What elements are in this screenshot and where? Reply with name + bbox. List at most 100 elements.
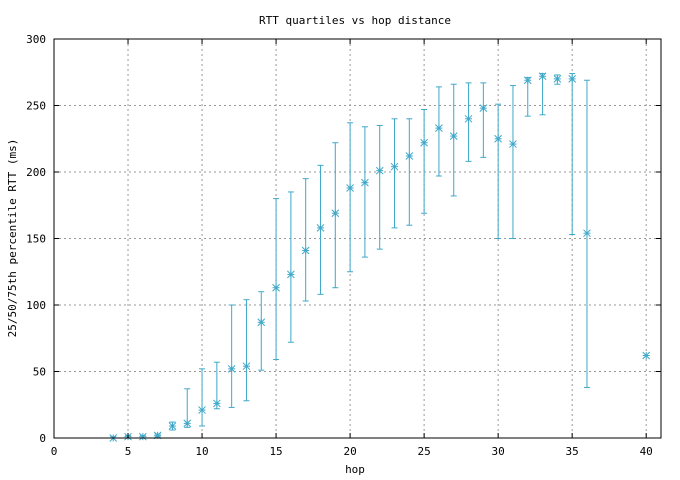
data-point (316, 164, 325, 295)
grid (54, 39, 661, 438)
median-marker (538, 72, 547, 81)
data-point (213, 361, 221, 410)
median-marker (257, 318, 266, 327)
median-marker (227, 364, 236, 373)
median-marker (361, 178, 369, 187)
marker-stroke (509, 140, 517, 148)
marker-stroke (168, 422, 177, 430)
marker-stroke (213, 399, 221, 408)
median-marker (568, 75, 577, 83)
median-marker (213, 399, 221, 408)
marker-stroke (420, 138, 428, 147)
median-marker (494, 134, 502, 143)
marker-stroke (405, 152, 414, 160)
marker-stroke (361, 178, 369, 187)
marker-stroke (242, 362, 251, 371)
y-tick-label: 0 (39, 432, 46, 445)
x-tick-label: 5 (125, 445, 132, 458)
data-point (523, 76, 532, 117)
median-marker (479, 104, 488, 113)
marker-stroke (138, 432, 147, 441)
data-point (420, 108, 428, 214)
marker-stroke (464, 114, 473, 123)
series-rtt-quartiles (109, 72, 651, 442)
marker-stroke (523, 76, 532, 85)
data-point (361, 126, 369, 258)
y-tick-label: 150 (26, 233, 46, 246)
median-marker (198, 406, 206, 414)
median-marker (405, 152, 414, 160)
marker-stroke (375, 166, 384, 175)
x-tick-label: 25 (417, 445, 430, 458)
median-marker (242, 362, 251, 371)
marker-stroke (553, 75, 562, 83)
data-point (553, 74, 562, 85)
data-point (538, 72, 547, 116)
axis-ticks: 0 5 10 15 20 25 30 35 40 0 50 100 150 200 250 300 (26, 33, 661, 458)
data-point (287, 191, 295, 343)
y-tick-label: 200 (26, 166, 46, 179)
marker-stroke (479, 104, 488, 113)
data-point (479, 82, 488, 158)
y-tick-label: 300 (26, 33, 46, 46)
median-marker (583, 229, 591, 238)
marker-stroke (301, 246, 310, 255)
y-tick-label: 100 (26, 299, 46, 312)
median-marker (346, 184, 354, 192)
data-point (583, 79, 591, 388)
marker-stroke (390, 162, 399, 171)
marker-stroke (227, 364, 236, 373)
median-marker (523, 76, 532, 85)
median-marker (642, 351, 651, 360)
marker-stroke (198, 406, 206, 414)
data-point (272, 198, 280, 361)
median-marker (435, 124, 443, 132)
x-tick-label: 0 (51, 445, 58, 458)
marker-stroke (435, 124, 443, 132)
marker-stroke (583, 229, 591, 238)
marker-stroke (257, 318, 266, 327)
data-point (331, 142, 340, 289)
marker-stroke (331, 209, 340, 218)
data-point (449, 83, 458, 197)
median-marker (168, 422, 177, 430)
median-marker (390, 162, 399, 171)
data-point (509, 85, 517, 239)
data-point (198, 368, 206, 427)
x-tick-label: 20 (343, 445, 356, 458)
marker-stroke (538, 72, 547, 81)
data-point (301, 178, 310, 302)
y-axis-label: 25/50/75th percentile RTT (ms) (6, 139, 19, 338)
data-point (138, 432, 147, 441)
median-marker (138, 432, 147, 441)
marker-stroke (346, 184, 354, 192)
median-marker (183, 419, 192, 428)
median-marker (316, 224, 325, 232)
data-point (227, 304, 236, 408)
y-tick-label: 250 (26, 100, 46, 113)
data-point (375, 124, 384, 250)
data-point (183, 388, 192, 428)
marker-stroke (272, 283, 280, 292)
median-marker (420, 138, 428, 147)
chart-title: RTT quartiles vs hop distance (259, 14, 451, 27)
x-tick-label: 40 (640, 445, 653, 458)
data-point (464, 82, 473, 162)
median-marker (449, 132, 458, 140)
data-point (642, 351, 651, 360)
median-marker (464, 114, 473, 123)
x-tick-label: 10 (195, 445, 208, 458)
median-marker (272, 283, 280, 292)
x-axis-label: hop (345, 463, 365, 476)
median-marker (509, 140, 517, 148)
x-tick-label: 35 (566, 445, 579, 458)
data-point (494, 103, 502, 239)
median-marker (331, 209, 340, 218)
x-tick-label: 15 (269, 445, 282, 458)
y-tick-label: 50 (33, 366, 46, 379)
data-point (568, 73, 577, 236)
median-marker (553, 75, 562, 83)
marker-stroke (568, 75, 577, 83)
